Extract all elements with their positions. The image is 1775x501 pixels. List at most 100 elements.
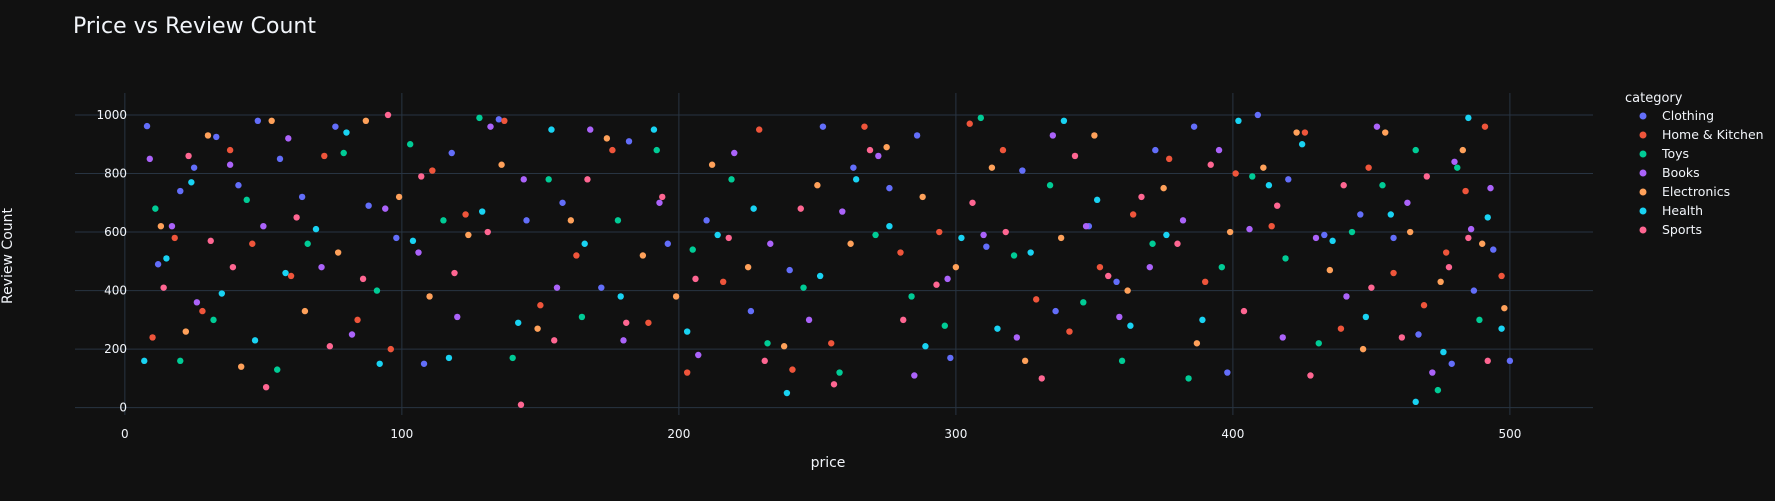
- data-point: [1224, 369, 1231, 376]
- data-point: [1484, 214, 1491, 221]
- data-point: [362, 117, 370, 125]
- data-point: [719, 278, 727, 286]
- data-point: [1298, 141, 1306, 148]
- data-point: [875, 152, 882, 160]
- data-point: [1163, 231, 1170, 239]
- data-point: [581, 240, 588, 247]
- data-point: [941, 322, 949, 329]
- data-point: [614, 217, 622, 224]
- legend-item[interactable]: Books: [1639, 165, 1700, 180]
- data-point: [1285, 176, 1292, 183]
- legend-item[interactable]: Home & Kitchen: [1639, 127, 1764, 142]
- x-tick-label: 0: [121, 427, 129, 441]
- data-point: [653, 146, 660, 154]
- data-point: [365, 202, 372, 209]
- data-point: [537, 302, 544, 309]
- data-point: [293, 214, 300, 221]
- data-point: [1093, 196, 1101, 204]
- data-point: [373, 287, 381, 294]
- data-point: [1484, 357, 1491, 365]
- legend-item[interactable]: Sports: [1639, 222, 1703, 237]
- legend-marker: [1639, 131, 1647, 139]
- data-point: [1454, 164, 1461, 171]
- data-point: [650, 126, 658, 133]
- data-point: [1129, 211, 1137, 218]
- data-point: [1082, 222, 1090, 230]
- data-point: [520, 176, 527, 183]
- data-point: [276, 155, 284, 163]
- data-point: [1265, 182, 1273, 189]
- data-point: [177, 357, 184, 365]
- y-tick-label: 800: [104, 167, 127, 181]
- y-axis-label: Review Count: [0, 208, 16, 304]
- data-point: [1487, 184, 1494, 192]
- data-point: [146, 155, 153, 163]
- data-point: [193, 299, 201, 306]
- data-point: [382, 205, 389, 212]
- data-point: [830, 381, 838, 388]
- data-point: [587, 126, 594, 133]
- data-point: [1365, 164, 1372, 171]
- data-point: [1465, 114, 1472, 122]
- data-point: [484, 228, 491, 236]
- data-point: [750, 205, 757, 212]
- data-point: [199, 307, 206, 315]
- data-point: [900, 316, 907, 324]
- data-point: [1049, 132, 1057, 139]
- data-point: [1429, 369, 1436, 376]
- data-point: [1307, 372, 1314, 379]
- data-point: [204, 132, 212, 139]
- data-point: [229, 263, 237, 271]
- data-point: [163, 255, 170, 262]
- legend-marker: [1639, 207, 1647, 215]
- data-point: [1434, 386, 1442, 394]
- data-point: [1481, 123, 1489, 130]
- data-point: [334, 249, 342, 256]
- data-point: [767, 240, 774, 247]
- data-point: [462, 211, 469, 218]
- data-point: [534, 325, 541, 332]
- data-point: [800, 284, 807, 291]
- legend-marker: [1639, 150, 1647, 158]
- legend-item[interactable]: Clothing: [1639, 108, 1715, 123]
- data-point: [318, 263, 325, 271]
- legend[interactable]: category Clothing Home & Kitchen Toys Books…: [1625, 91, 1764, 237]
- data-point: [828, 340, 835, 347]
- data-point: [1412, 146, 1419, 154]
- legend-item[interactable]: Toys: [1639, 146, 1690, 161]
- data-point: [786, 266, 793, 274]
- data-point: [1174, 240, 1181, 247]
- data-point: [664, 240, 671, 247]
- x-tick-label: 200: [667, 427, 690, 441]
- data-point: [1199, 316, 1206, 324]
- data-point: [1021, 357, 1029, 365]
- data-point: [761, 357, 768, 365]
- data-point: [160, 284, 167, 291]
- data-point: [1501, 304, 1508, 312]
- data-point: [321, 152, 328, 160]
- data-point: [656, 199, 663, 206]
- data-point: [545, 176, 552, 183]
- data-point: [1118, 357, 1126, 365]
- data-point: [567, 217, 575, 224]
- data-point: [1359, 345, 1367, 353]
- data-point: [384, 111, 392, 119]
- data-point: [1057, 234, 1065, 242]
- data-point: [1490, 246, 1497, 253]
- data-point: [1249, 173, 1256, 180]
- legend-item[interactable]: Health: [1639, 203, 1704, 218]
- data-point: [171, 234, 178, 242]
- data-point: [143, 122, 151, 130]
- data-point: [852, 176, 860, 183]
- data-point: [348, 331, 356, 338]
- data-point: [1246, 225, 1253, 233]
- data-point: [1027, 249, 1034, 256]
- data-point: [304, 240, 311, 247]
- data-point: [1459, 146, 1467, 154]
- legend-item[interactable]: Electronics: [1639, 184, 1731, 199]
- data-point: [1415, 331, 1422, 338]
- data-point: [1149, 240, 1156, 247]
- data-point: [409, 237, 417, 245]
- data-point: [1476, 316, 1483, 324]
